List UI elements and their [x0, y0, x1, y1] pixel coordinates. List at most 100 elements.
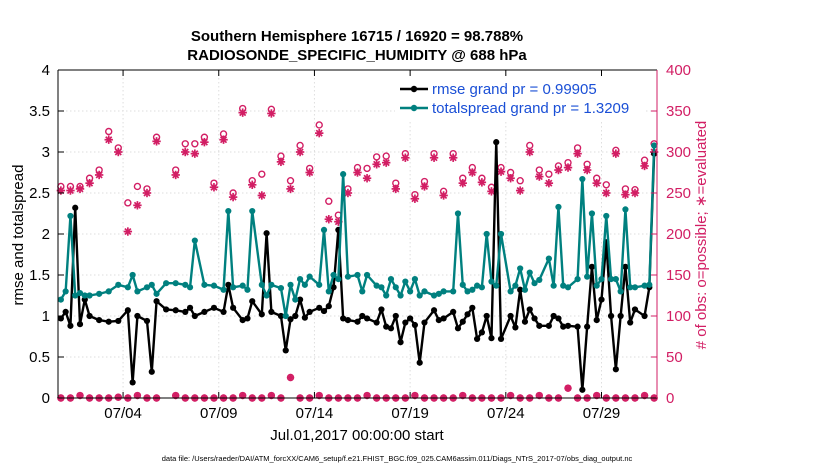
legend-spread-label: totalspread grand pr = 1.3209 [432, 100, 629, 117]
obs-evaluated-point [372, 160, 381, 169]
totalspread-point [76, 289, 84, 297]
obs-possible-point [602, 181, 610, 189]
rmse-point [392, 312, 399, 320]
rmse-point [493, 139, 500, 146]
totalspread-point [282, 312, 289, 320]
legend-spread-marker [410, 104, 418, 112]
rmse-point [191, 312, 198, 320]
totalspread-point [421, 288, 428, 295]
totalspread-point [397, 292, 404, 299]
totalspread-point [330, 271, 337, 279]
totalspread-point [598, 276, 605, 283]
totalspread-point [67, 212, 74, 220]
rmse-point [507, 312, 514, 320]
totalspread-point [306, 273, 313, 280]
totalspread-point [124, 284, 131, 291]
y-tick-label-left: 2.5 [29, 185, 50, 202]
obs-evaluated-point [362, 174, 372, 183]
legend-box [395, 78, 646, 120]
obs-evaluated-point [535, 172, 544, 181]
data-series [57, 139, 658, 393]
obs-evaluated-point [295, 147, 305, 157]
rmse-point [545, 322, 552, 329]
obs-possible-point [363, 164, 371, 173]
y-tick-label-right: 50 [666, 349, 683, 366]
obs-evaluated-point [391, 184, 400, 194]
totalspread-point [186, 284, 194, 291]
obs-evaluated-point [592, 178, 601, 188]
totalspread-point [478, 284, 485, 291]
obs-evaluated-point [152, 137, 161, 146]
x-tick-label: 07/24 [487, 405, 525, 422]
rmse-point [316, 304, 323, 311]
totalspread-point [564, 284, 572, 291]
totalspread-point [411, 276, 419, 283]
obs-evaluated-point [525, 147, 534, 157]
rmse-point [450, 308, 457, 315]
y-tick-label-left: 3.5 [29, 103, 50, 120]
rmse-point [148, 368, 155, 375]
rmse-point [459, 318, 466, 325]
rmse-point [277, 312, 285, 320]
totalspread-point [340, 171, 347, 178]
totalspread-point [373, 282, 380, 289]
obs-evaluated-point [429, 153, 439, 162]
totalspread-point [617, 288, 624, 295]
totalspread-point [220, 286, 227, 293]
obs-low-evaluated-point [506, 391, 515, 400]
obs-evaluated-point [286, 184, 295, 194]
obs-evaluated-point [611, 149, 621, 158]
obs-possible-point [315, 121, 323, 129]
rmse-point [469, 304, 476, 311]
y-tick-label-right: 250 [666, 185, 691, 202]
rmse-point [182, 308, 189, 315]
y-tick-label-right: 150 [666, 267, 691, 284]
rmse-point [230, 304, 237, 311]
totalspread-point [493, 282, 500, 289]
totalspread-point [81, 292, 88, 299]
obs-evaluated-point [382, 158, 391, 167]
y-tick-label-right: 400 [666, 62, 691, 79]
rmse-point [612, 366, 619, 373]
obs-evaluated-point [276, 157, 286, 167]
obs-evaluated-point [621, 190, 630, 199]
obs-evaluated-point [468, 168, 477, 177]
rmse-point [172, 307, 179, 314]
totalspread-point [115, 281, 122, 288]
rmse-point [57, 315, 64, 322]
chart-title-line2: RADIOSONDE_SPECIFIC_HUMIDITY @ 688 hPa [187, 47, 527, 64]
totalspread-point [239, 282, 246, 289]
rmse-point [483, 312, 490, 320]
rmse-point [363, 315, 371, 322]
axes: 0 0.5 1 1.5 2 2.5 3 3.5 4 0 50 100 150 200 250 300 350 40… [29, 62, 691, 422]
obs-evaluated-point [602, 188, 611, 198]
rmse-point [143, 317, 151, 325]
obs-possible-point [133, 182, 142, 191]
totalspread-point [105, 288, 112, 295]
y-tick-label-left: 0 [42, 390, 50, 407]
obs-evaluated-point [248, 180, 257, 189]
totalspread-point [258, 281, 265, 288]
totalspread-point [584, 273, 591, 280]
totalspread-point [359, 288, 366, 295]
rmse-point [354, 318, 361, 325]
obs-evaluated-point [324, 215, 333, 224]
totalspread-point [646, 281, 653, 288]
rmse-point [555, 315, 562, 322]
obs-low-evaluated-point [564, 384, 572, 392]
totalspread-point [450, 288, 457, 295]
obs-evaluated-point [506, 174, 515, 183]
totalspread-point [545, 255, 552, 262]
obs-evaluated-point [420, 182, 429, 191]
rmse-point [62, 308, 69, 315]
legend: rmse grand pr = 0.99905 totalspread gran… [395, 78, 646, 120]
totalspread-point [512, 282, 519, 289]
totalspread-point [378, 284, 385, 291]
y-tick-label-left: 0.5 [29, 349, 50, 366]
rmse-point [584, 323, 591, 330]
rmse-point [258, 311, 265, 318]
totalspread-point [402, 278, 409, 285]
rmse-point [430, 307, 438, 314]
totalspread-point [96, 290, 103, 297]
totalspread-point [469, 286, 476, 293]
